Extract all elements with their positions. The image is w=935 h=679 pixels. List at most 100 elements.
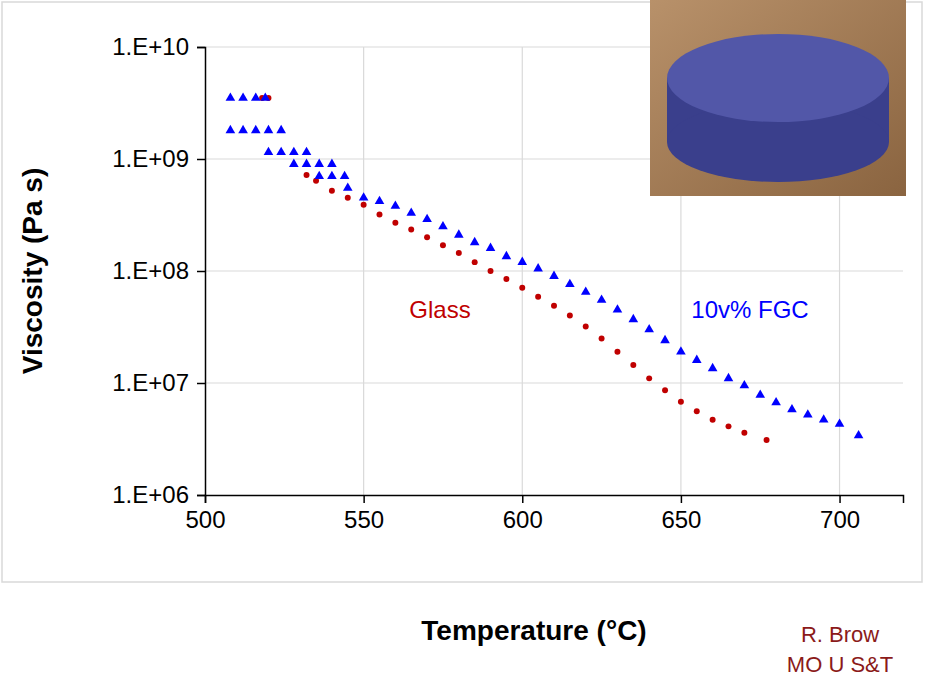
- point: [361, 202, 367, 208]
- point: [678, 399, 684, 405]
- point: [276, 125, 286, 133]
- point: [694, 408, 700, 414]
- point: [359, 192, 369, 200]
- point: [343, 183, 353, 191]
- point: [264, 147, 274, 155]
- point: [755, 390, 765, 398]
- point: [454, 229, 464, 237]
- tick-label: 700: [820, 506, 860, 533]
- tick-label: 500: [185, 506, 225, 533]
- point: [424, 234, 430, 240]
- point: [854, 430, 864, 438]
- tick-mark: [681, 495, 683, 503]
- point: [486, 243, 496, 251]
- point: [535, 294, 541, 300]
- point: [329, 188, 335, 194]
- point: [304, 172, 310, 178]
- point: [835, 419, 845, 427]
- point: [340, 171, 350, 179]
- point: [549, 271, 559, 279]
- point: [644, 324, 654, 332]
- point: [226, 125, 236, 133]
- point: [251, 125, 261, 133]
- point: [533, 263, 543, 271]
- point: [440, 242, 446, 248]
- point: [740, 380, 750, 388]
- point: [708, 363, 718, 371]
- point: [377, 211, 383, 217]
- tick: 1.E+08: [112, 257, 205, 284]
- point: [519, 285, 525, 291]
- point: [764, 437, 770, 443]
- point: [406, 207, 416, 215]
- chart: 5005506006507001.E+061.E+071.E+081.E+091…: [0, 0, 935, 679]
- x-axis-title: Temperature (°C): [421, 615, 646, 646]
- point: [771, 397, 781, 405]
- point: [502, 251, 512, 259]
- point: [408, 226, 414, 232]
- tick: 1.E+10: [112, 33, 205, 60]
- point: [551, 303, 557, 309]
- tick: 550: [344, 495, 384, 533]
- plot: 5005506006507001.E+061.E+071.E+081.E+091…: [112, 33, 903, 533]
- point: [314, 159, 324, 167]
- point: [614, 349, 620, 355]
- tick: 1.E+07: [112, 369, 205, 396]
- point: [314, 171, 324, 179]
- tick-label: 1.E+10: [112, 33, 189, 60]
- tick-label: 650: [661, 506, 701, 533]
- tick-label: 1.E+08: [112, 257, 189, 284]
- point: [787, 404, 797, 412]
- point: [613, 304, 623, 312]
- point: [692, 355, 702, 363]
- point: [289, 159, 299, 167]
- disc-top: [667, 34, 889, 122]
- point: [260, 93, 270, 101]
- point: [676, 346, 686, 354]
- point: [327, 171, 337, 179]
- y-axis: 1.E+06 1.E+07 1.E+08 1.E+09 1.E+10: [112, 33, 205, 508]
- tick-label: 1.E+07: [112, 369, 189, 396]
- point: [503, 276, 509, 282]
- tick-mark: [363, 495, 365, 503]
- tick-mark: [197, 383, 205, 385]
- point: [660, 335, 670, 343]
- point: [345, 195, 351, 201]
- tick: 1.E+09: [112, 145, 205, 172]
- point: [251, 93, 261, 101]
- tick-mark: [197, 495, 205, 497]
- point: [581, 286, 591, 294]
- point: [583, 323, 589, 329]
- credit: R. Brow: [801, 622, 879, 647]
- point: [327, 159, 337, 167]
- point: [819, 414, 829, 422]
- point: [662, 387, 668, 393]
- point: [438, 221, 448, 229]
- point: [646, 375, 652, 381]
- photo-inset: [650, 0, 906, 196]
- point: [567, 313, 573, 319]
- tick: 700: [820, 495, 860, 533]
- point: [238, 93, 248, 101]
- tick-mark: [839, 495, 841, 503]
- point: [375, 196, 385, 204]
- point: [597, 295, 607, 303]
- x-axis: 500 550 600 650 700: [185, 495, 903, 533]
- tick-mark: [197, 271, 205, 273]
- point: [392, 220, 398, 226]
- point: [517, 257, 527, 265]
- point: [276, 147, 286, 155]
- tick: 1.E+06: [112, 481, 205, 508]
- point: [726, 423, 732, 429]
- point: [456, 250, 462, 256]
- point: [289, 147, 299, 155]
- tick: 500: [185, 495, 225, 533]
- tick-label: 1.E+06: [112, 481, 189, 508]
- tick-label: 600: [503, 506, 543, 533]
- tick-mark: [197, 159, 205, 161]
- point: [565, 279, 575, 287]
- point: [630, 362, 636, 368]
- point: [710, 417, 716, 423]
- axis-line: [206, 496, 904, 504]
- point: [226, 93, 236, 101]
